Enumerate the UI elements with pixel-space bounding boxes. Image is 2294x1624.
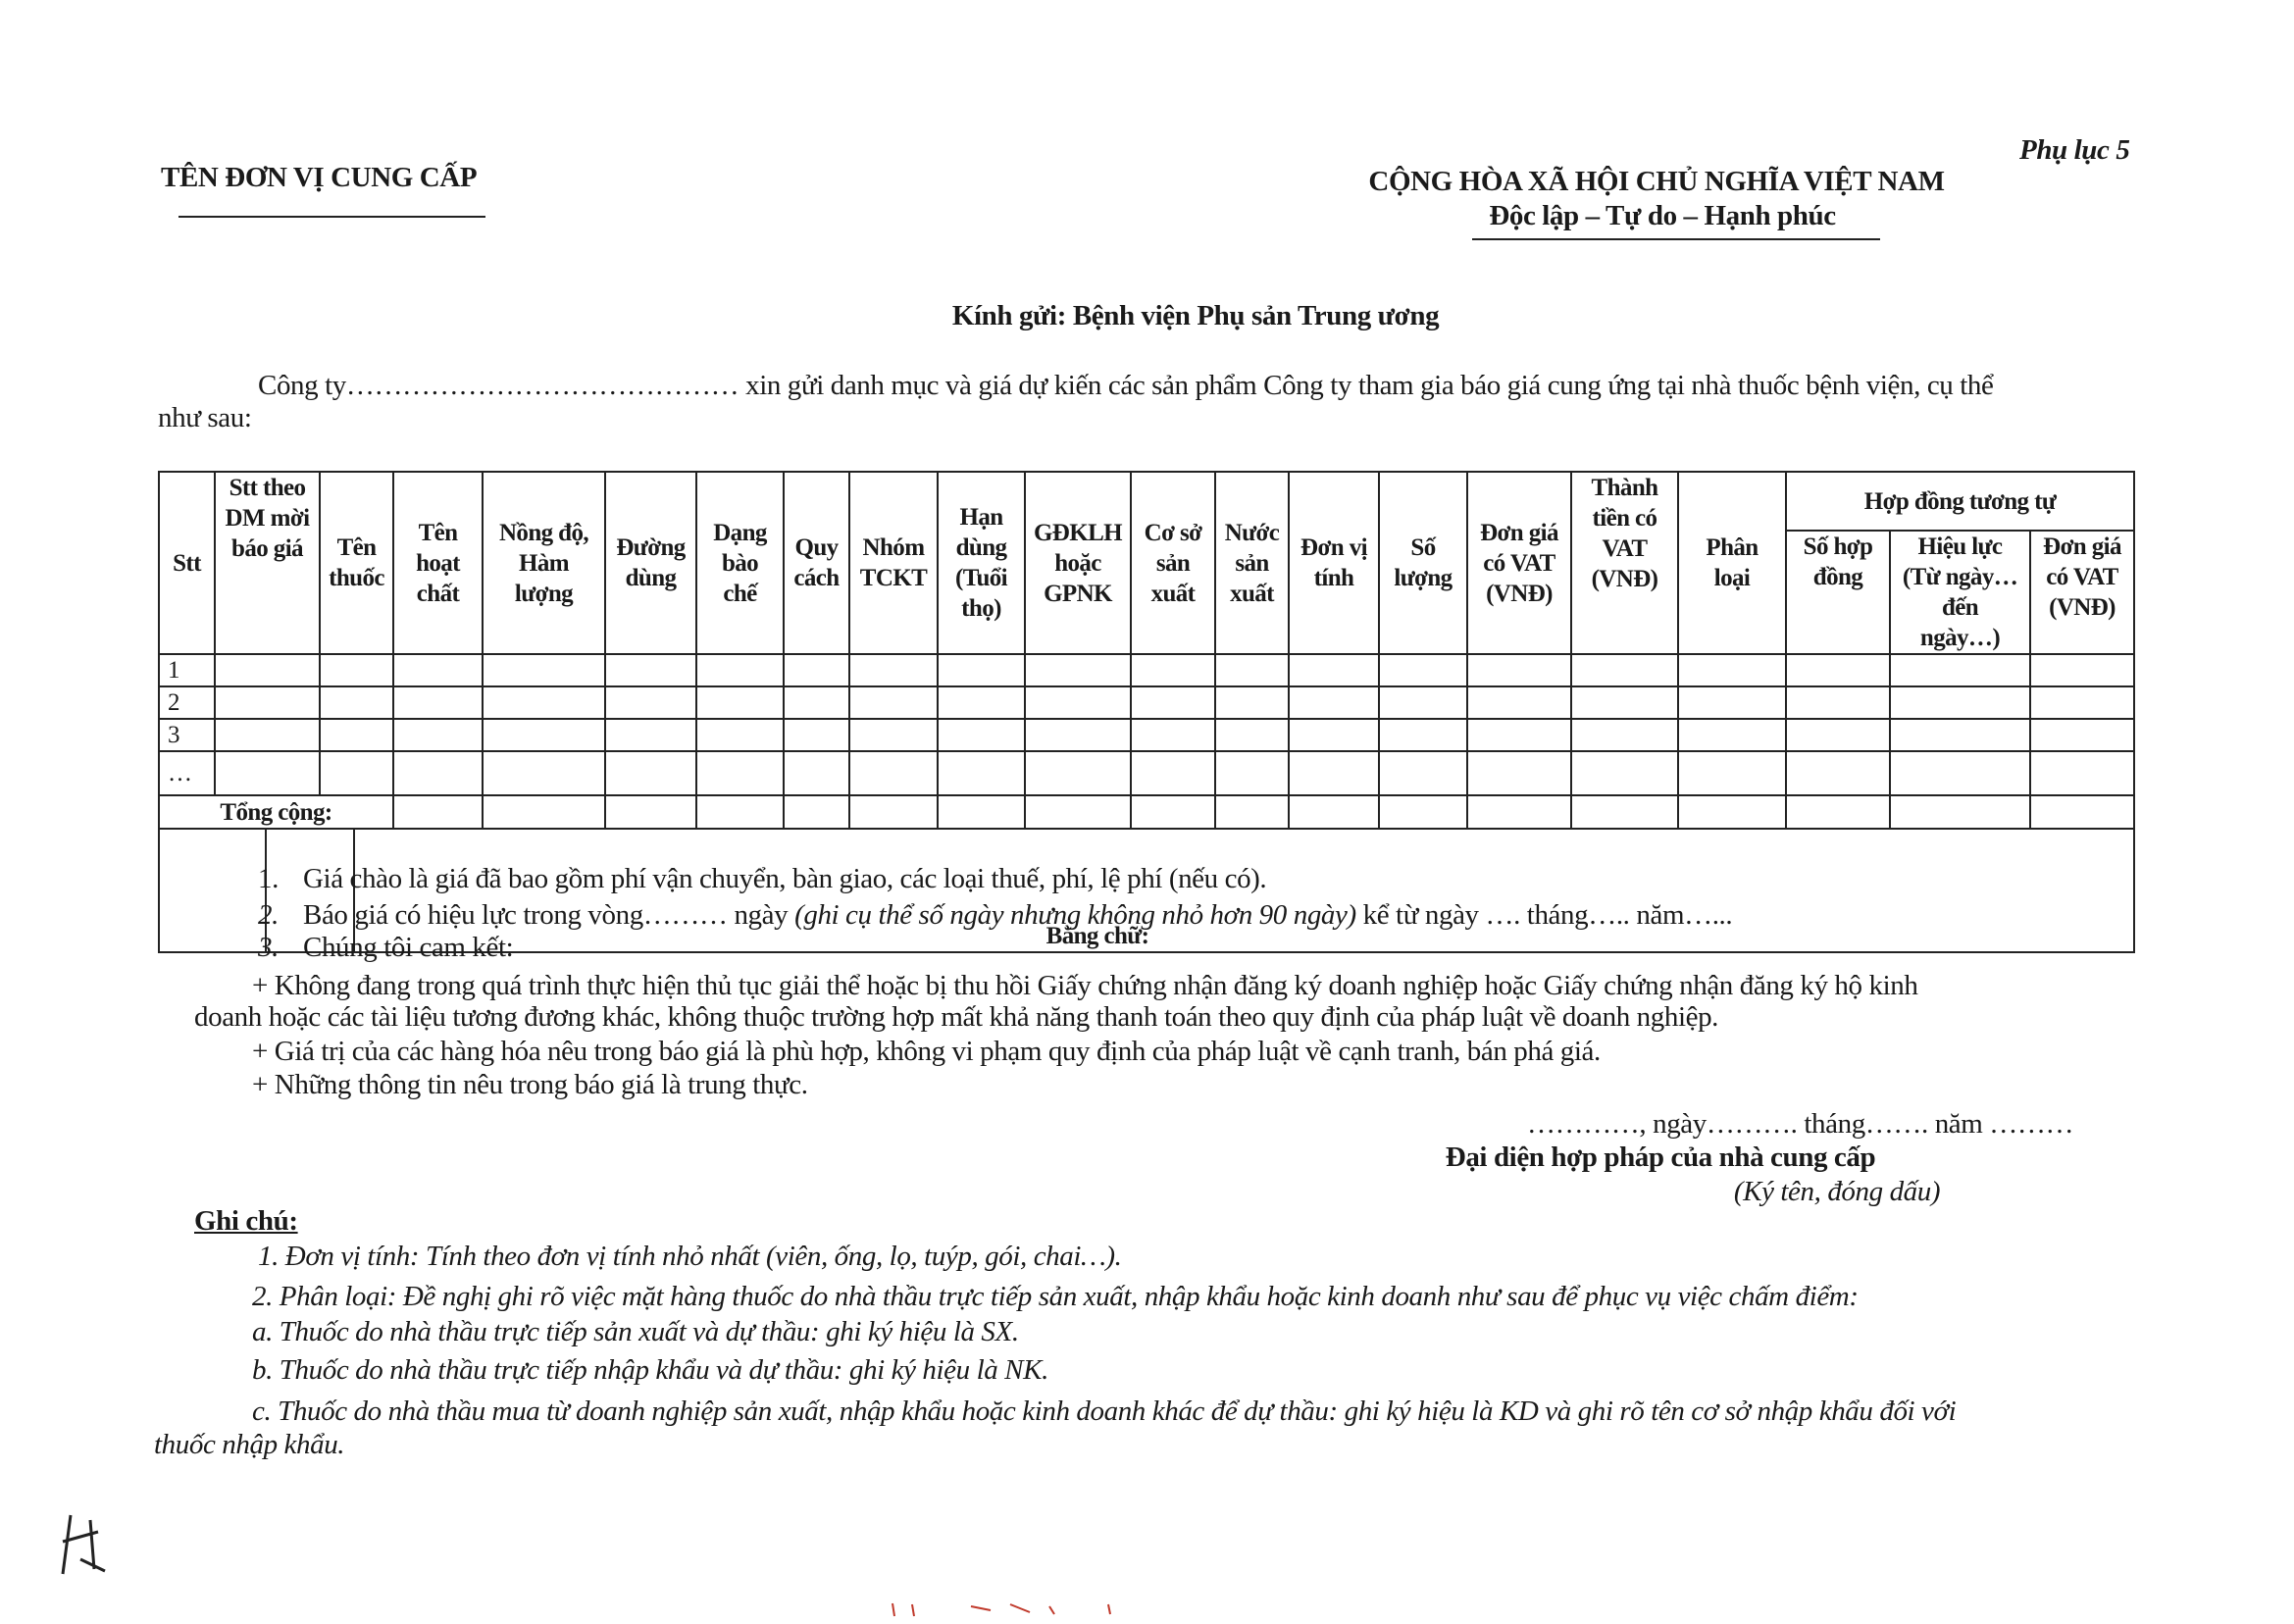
term-number: 2. xyxy=(258,899,279,931)
handwritten-initial-icon xyxy=(61,1514,106,1575)
term-number: 3. xyxy=(258,932,279,963)
commitment-3: + Những thông tin nêu trong báo giá là t… xyxy=(252,1069,808,1100)
col-group-hop-dong: Hợp đồng tương tự xyxy=(1784,471,2136,532)
cell-divider xyxy=(265,831,267,950)
signature-date-line: …………, ngày………. tháng……. năm ……… xyxy=(1527,1108,2074,1140)
col-header-duong-dung: Đường dùng xyxy=(604,471,697,655)
col-header-co-so-san-xuat: Cơ sở sản xuất xyxy=(1130,471,1216,655)
commitment-2: + Giá trị của các hàng hóa nêu trong báo… xyxy=(252,1036,1601,1067)
row-number: … xyxy=(158,750,216,796)
col-header-so-hop-dong: Số hợp đồng xyxy=(1785,530,1891,655)
price-quotation-table: Stt Stt theo DM mời báo giá Tên thuốc Tê… xyxy=(157,471,2136,953)
col-header-nuoc-san-xuat: Nước sản xuất xyxy=(1214,471,1290,655)
col-header-thanh-tien: Thành tiền có VAT (VNĐ) xyxy=(1570,471,1679,655)
term-text: Chúng tôi cam kết: xyxy=(303,932,514,963)
col-header-hieu-luc: Hiệu lực (Từ ngày… đến ngày…) xyxy=(1889,530,2031,655)
col-header-so-luong: Số lượng xyxy=(1378,471,1468,655)
term-text: Báo giá có hiệu lực trong vòng……… ngày xyxy=(303,899,789,931)
col-header-dang-bao-che: Dạng bào chế xyxy=(695,471,785,655)
cell-divider xyxy=(353,831,355,950)
commitment-1-cont: doanh hoặc các tài liệu tương đương khác… xyxy=(194,1001,1719,1033)
country-name: CỘNG HÒA XÃ HỘI CHỦ NGHĨA VIỆT NAM xyxy=(1368,166,1945,197)
signature-title: Đại diện hợp pháp của nhà cung cấp xyxy=(1445,1142,1876,1173)
motto-underline xyxy=(1472,238,1880,240)
table-row: 3 xyxy=(158,718,2136,752)
term-note: (ghi cụ thể số ngày nhưng không nhỏ hơn … xyxy=(794,899,1356,931)
col-header-han-dung: Hạn dùng (Tuổi thọ) xyxy=(937,471,1026,655)
col-header-ten-thuoc: Tên thuốc xyxy=(319,471,394,655)
table-row: 2 xyxy=(158,685,2136,720)
signature-note: (Ký tên, đóng dấu) xyxy=(1733,1176,1941,1207)
note-line: 2. Phân loại: Đề nghị ghi rõ việc mặt hà… xyxy=(252,1281,1859,1312)
col-header-nong-do: Nồng độ, Hàm lượng xyxy=(482,471,606,655)
note-line: thuốc nhập khẩu. xyxy=(154,1429,345,1460)
col-header-phan-loai: Phân loại xyxy=(1677,471,1787,655)
row-number: 2 xyxy=(158,685,216,720)
recipient-line: Kính gửi: Bệnh viện Phụ sản Trung ương xyxy=(951,300,1440,331)
national-motto: Độc lập – Tự do – Hạnh phúc xyxy=(1489,200,1836,231)
note-line: b. Thuốc do nhà thầu trực tiếp nhập khẩu… xyxy=(252,1354,1048,1386)
in-words-cell: Bằng chữ: xyxy=(157,828,2136,953)
appendix-label: Phụ lục 5 xyxy=(2019,134,2130,166)
table-row: … xyxy=(158,750,2136,796)
in-words-label: Bằng chữ: xyxy=(1045,923,1149,949)
term-2: 2. Báo giá có hiệu lực trong vòng……… ngày… xyxy=(258,899,1733,932)
col-header-don-gia-hd: Đơn giá có VAT (VNĐ) xyxy=(2028,530,2136,655)
total-label: Tổng cộng: xyxy=(158,794,394,830)
term-text: Giá chào là giá đã bao gồm phí vận chuyể… xyxy=(303,863,1267,894)
note-line: 1. Đơn vị tính: Tính theo đơn vị tính nh… xyxy=(258,1241,1122,1272)
term-1: 1. Giá chào là giá đã bao gồm phí vận chu… xyxy=(258,863,1267,895)
total-row: Tổng cộng: xyxy=(158,794,2136,830)
supplier-name-label: TÊN ĐƠN VỊ CUNG CẤP xyxy=(161,162,478,193)
col-header-hoat-chat: Tên hoạt chất xyxy=(392,471,484,655)
col-header-don-gia: Đơn giá có VAT (VNĐ) xyxy=(1466,471,1572,655)
row-number: 3 xyxy=(158,718,216,752)
commitment-1: + Không đang trong quá trình thực hiện t… xyxy=(252,970,1918,1001)
note-line: a. Thuốc do nhà thầu trực tiếp sản xuất … xyxy=(252,1316,1019,1347)
term-3: 3. Chúng tôi cam kết: xyxy=(258,932,514,964)
table-row: 1 xyxy=(158,653,2136,687)
supplier-underline xyxy=(178,216,485,218)
col-header-quy-cach: Quy cách xyxy=(783,471,850,655)
notes-heading: Ghi chú: xyxy=(194,1205,298,1237)
col-header-gdklh: GĐKLH hoặc GPNK xyxy=(1024,471,1132,655)
col-header-stt-dm: Stt theo DM mời báo giá xyxy=(214,471,321,655)
col-header-stt: Stt xyxy=(158,471,216,655)
term-number: 1. xyxy=(258,863,279,894)
term-tail: kể từ ngày …. tháng….. năm…... xyxy=(1362,899,1733,931)
in-words-row: Bằng chữ: xyxy=(157,828,2136,953)
col-header-don-vi-tinh: Đơn vị tính xyxy=(1288,471,1380,655)
intro-line-1: Công ty…………………………………… xin gửi danh mục v… xyxy=(258,370,1994,401)
col-header-nhom-tckt: Nhóm TCKT xyxy=(848,471,939,655)
row-number: 1 xyxy=(158,653,216,687)
intro-line-2: như sau: xyxy=(158,402,252,433)
stamp-bleed-marks-icon xyxy=(892,1602,1111,1617)
note-line: c. Thuốc do nhà thầu mua từ doanh nghiệp… xyxy=(252,1396,1957,1427)
